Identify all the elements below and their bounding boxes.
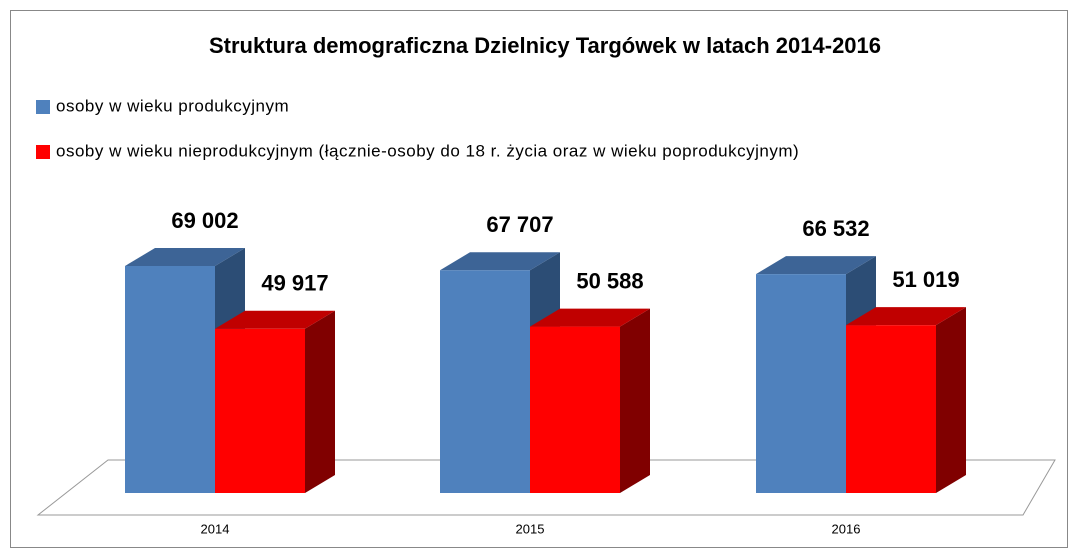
- bar-top: [125, 248, 245, 266]
- bar-side: [305, 310, 335, 493]
- bar: [756, 274, 846, 493]
- legend-swatch: [36, 145, 50, 159]
- bar-side: [620, 308, 650, 493]
- data-label: 51 019: [892, 267, 959, 292]
- bar-top: [440, 252, 560, 271]
- x-tick-label: 2016: [832, 521, 861, 536]
- bar-top: [215, 310, 335, 329]
- bar: [530, 326, 620, 493]
- chart-title: Struktura demograficzna Dzielnicy Targów…: [209, 33, 881, 58]
- data-label: 66 532: [802, 216, 869, 241]
- legend-label: osoby w wieku produkcyjnym: [56, 96, 289, 115]
- x-tick-label: 2015: [516, 521, 545, 536]
- bar: [846, 325, 936, 493]
- data-label: 69 002: [171, 208, 238, 233]
- bar: [215, 328, 305, 493]
- legend-swatch: [36, 100, 50, 114]
- x-tick-label: 2014: [201, 521, 230, 536]
- legend-label: osoby w wieku nieprodukcyjnym (łącznie-o…: [56, 141, 799, 160]
- bar-top: [530, 308, 650, 327]
- data-label: 50 588: [576, 268, 643, 293]
- bar: [125, 266, 215, 493]
- bar-top: [846, 307, 966, 326]
- data-label: 49 917: [261, 271, 328, 296]
- data-label: 67 707: [486, 212, 553, 237]
- bar: [440, 270, 530, 493]
- bar-top: [756, 256, 876, 275]
- bar-side: [936, 307, 966, 493]
